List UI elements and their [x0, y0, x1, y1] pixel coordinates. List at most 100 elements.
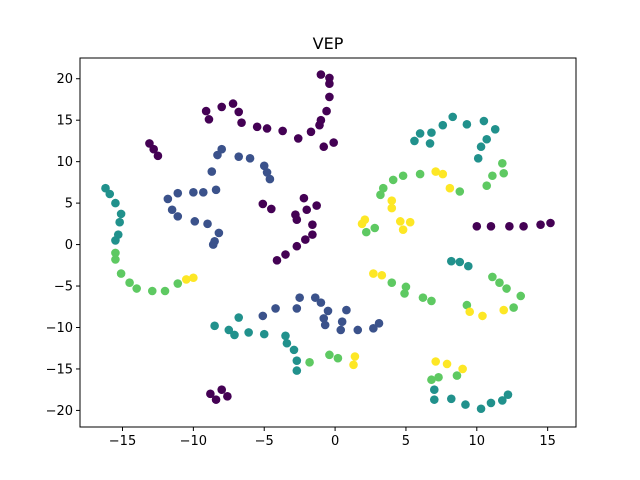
scatter-point	[462, 300, 472, 310]
scatter-point	[308, 230, 317, 239]
scatter-point	[210, 321, 219, 331]
scatter-point	[292, 356, 302, 365]
scatter-point	[111, 248, 120, 258]
scatter-point	[387, 196, 397, 205]
scatter-point	[438, 120, 448, 130]
x-tick-label: 10	[469, 434, 486, 449]
y-tick-label: 15	[56, 114, 73, 129]
scatter-point	[431, 357, 441, 366]
scatter-point	[211, 395, 221, 404]
scatter-point	[486, 398, 496, 408]
scatter-point	[536, 220, 545, 229]
scatter-point	[425, 139, 435, 148]
scatter-point	[267, 204, 276, 214]
scatter-point	[281, 331, 290, 341]
x-tick-label: 5	[402, 434, 410, 449]
scatter-point	[207, 167, 217, 176]
scatter-point	[445, 183, 455, 193]
scatter-point	[349, 360, 358, 370]
scatter-point	[438, 169, 448, 179]
scatter-point	[446, 394, 456, 404]
scatter-point	[369, 324, 378, 333]
scatter-point	[289, 345, 299, 355]
scatter-point	[495, 278, 504, 288]
y-tick-label: −20	[46, 404, 73, 419]
scatter-point	[415, 129, 425, 138]
scatter-point	[418, 293, 428, 302]
scatter-point	[147, 286, 157, 296]
scatter-point	[132, 284, 141, 293]
scatter-point	[320, 320, 330, 330]
scatter-point	[499, 305, 509, 315]
scatter-point	[486, 222, 496, 231]
scatter-point	[115, 217, 124, 227]
scatter-point	[111, 255, 120, 264]
scatter-point	[482, 134, 492, 144]
scatter-point	[295, 293, 304, 302]
scatter-point	[427, 128, 436, 137]
scatter-point	[252, 122, 262, 132]
scatter-point	[378, 183, 388, 193]
plot-frame	[79, 57, 577, 428]
scatter-point	[206, 389, 215, 399]
scatter-point	[398, 225, 408, 234]
scatter-point	[125, 278, 134, 288]
scatter-point	[167, 205, 177, 215]
x-tick-label: −5	[255, 434, 274, 449]
scatter-point	[488, 272, 497, 282]
scatter-point	[278, 126, 287, 136]
points-layer	[101, 70, 555, 414]
scatter-point	[434, 372, 443, 382]
scatter-point	[387, 203, 397, 213]
scatter-point	[323, 306, 333, 316]
scatter-point	[173, 188, 183, 198]
scatter-point	[234, 313, 244, 322]
scatter-point	[509, 303, 518, 312]
x-axis-ticks: −15 −10 −5 0 5 10 15	[109, 427, 556, 449]
scatter-point	[173, 212, 183, 221]
scatter-point	[498, 159, 507, 168]
scatter-point	[208, 240, 218, 249]
scatter-point	[427, 296, 436, 306]
scatter-point	[329, 138, 338, 147]
scatter-point	[305, 358, 314, 367]
scatter-point	[211, 185, 221, 195]
y-axis-ticks: −20 −15 −10 −5 0 5 10 15 20	[46, 72, 80, 419]
scatter-point	[519, 222, 528, 231]
scatter-point	[325, 350, 334, 360]
scatter-point	[292, 366, 302, 375]
scatter-point	[516, 291, 526, 301]
scatter-point	[360, 215, 370, 224]
scatter-point	[160, 286, 170, 296]
scatter-point	[336, 325, 346, 335]
scatter-point	[333, 353, 343, 363]
scatter-point	[214, 228, 224, 238]
scatter-point	[181, 275, 191, 284]
scatter-point	[442, 359, 452, 369]
scatter-point	[415, 169, 425, 179]
scatter-point	[312, 201, 321, 210]
scatter-point	[319, 314, 329, 323]
y-tick-label: 20	[56, 72, 73, 87]
scatter-point	[310, 293, 320, 302]
y-tick-label: 5	[65, 197, 73, 212]
scatter-point	[405, 217, 415, 227]
chart-title: VEP	[313, 34, 344, 53]
scatter-point	[461, 400, 470, 409]
scatter-point	[488, 171, 497, 181]
scatter-point	[299, 193, 309, 203]
scatter-point	[265, 174, 275, 184]
scatter-point	[546, 218, 555, 228]
scatter-point	[479, 116, 489, 126]
scatter-point	[398, 171, 408, 181]
scatter-point	[282, 338, 292, 348]
scatter-point	[201, 106, 211, 116]
scatter-point	[410, 136, 419, 146]
scatter-point	[429, 385, 439, 394]
scatter-point	[308, 220, 317, 229]
scatter-point	[322, 106, 331, 116]
y-tick-label: 10	[56, 155, 73, 170]
x-tick-label: 15	[539, 434, 556, 449]
scatter-point	[213, 150, 222, 160]
scatter-point	[262, 168, 272, 177]
